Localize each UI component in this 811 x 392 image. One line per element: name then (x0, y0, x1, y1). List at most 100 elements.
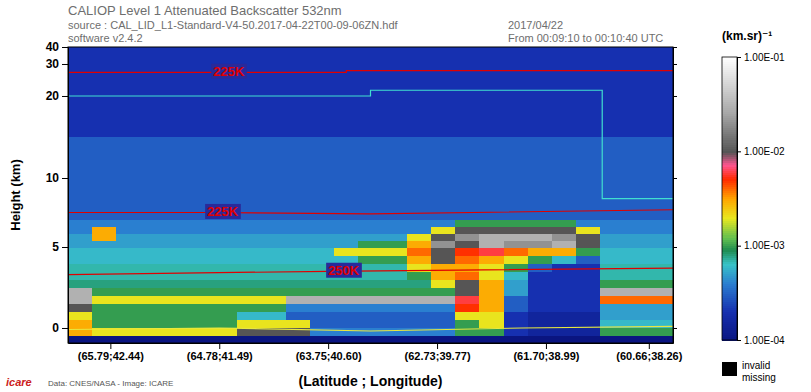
cell (431, 312, 456, 321)
cell (576, 240, 601, 247)
cell (407, 255, 432, 264)
cell (213, 296, 238, 305)
cell (455, 233, 480, 240)
cell (68, 247, 93, 256)
cell (189, 328, 214, 336)
cell (552, 47, 577, 64)
cell (383, 206, 408, 220)
cell (189, 64, 214, 96)
cell (334, 247, 359, 256)
label-patch (326, 263, 362, 278)
cell (237, 247, 262, 256)
cell (625, 296, 650, 305)
cell (68, 335, 93, 343)
cell (649, 240, 673, 247)
cell (286, 240, 311, 247)
cell (576, 219, 601, 226)
tick-label: 20 (46, 89, 60, 103)
cell (649, 137, 673, 179)
cell (600, 47, 625, 64)
cell (649, 178, 673, 206)
cell (455, 240, 480, 247)
cell (237, 137, 262, 179)
cell (455, 296, 480, 305)
cell (358, 304, 383, 313)
cell (286, 233, 311, 240)
cell (455, 219, 480, 226)
cell (528, 240, 553, 247)
cell (116, 137, 141, 179)
cell (92, 233, 117, 240)
cell (68, 271, 93, 280)
annotation: software v2.4.2 (68, 32, 143, 44)
annotation: icare (6, 376, 32, 388)
cell (649, 206, 673, 220)
cell (92, 137, 117, 179)
cell (383, 233, 408, 240)
cell (528, 335, 553, 343)
cell (455, 279, 480, 288)
cell (431, 279, 456, 288)
line-label-group: 225K (211, 64, 247, 79)
cell (213, 263, 238, 272)
cell (213, 96, 238, 138)
tick-mark (62, 64, 68, 65)
cell (165, 233, 190, 240)
tick: (65.79;42.44) (78, 343, 144, 362)
tick: 1.00E-02 (737, 146, 785, 157)
cell (68, 296, 93, 305)
axis-line (673, 48, 674, 344)
cell (455, 271, 480, 280)
cell (649, 96, 673, 138)
cell (504, 335, 529, 343)
tick-label: (61.70;38.99) (513, 350, 579, 362)
cell (552, 219, 577, 226)
cell (165, 288, 190, 297)
tick-mark (62, 178, 68, 179)
missing-swatch (722, 362, 737, 376)
cell (528, 296, 553, 305)
cell (576, 335, 601, 343)
cell (165, 137, 190, 179)
cell (262, 247, 287, 256)
cell (189, 240, 214, 247)
colorbar (722, 57, 737, 341)
cell (625, 255, 650, 264)
cell (455, 304, 480, 313)
cell (237, 263, 262, 272)
cell (286, 178, 311, 206)
cell (310, 312, 335, 321)
cell (213, 255, 238, 264)
cell (116, 304, 141, 313)
cell (407, 64, 432, 96)
cell (286, 255, 311, 264)
cell (407, 328, 432, 336)
cell (116, 271, 141, 280)
cell (310, 328, 335, 336)
y-axis-title: Height (km) (8, 159, 23, 231)
cell (479, 255, 504, 264)
cell (237, 320, 262, 329)
line (68, 71, 673, 73)
cell (141, 247, 166, 256)
cell (92, 178, 117, 206)
cell (310, 279, 335, 288)
cell (141, 335, 166, 343)
cell (431, 226, 456, 233)
cell (600, 271, 625, 280)
cell (383, 240, 408, 247)
cell (189, 47, 214, 64)
cell (528, 255, 553, 264)
cell (116, 296, 141, 305)
cell (455, 137, 480, 179)
cell (165, 96, 190, 138)
cell (649, 64, 673, 96)
tick (673, 178, 677, 179)
cell (576, 226, 601, 233)
cell (286, 296, 311, 305)
cell (141, 263, 166, 272)
cell (552, 328, 577, 336)
cell (576, 296, 601, 305)
cell (455, 47, 480, 64)
cell (576, 233, 601, 240)
